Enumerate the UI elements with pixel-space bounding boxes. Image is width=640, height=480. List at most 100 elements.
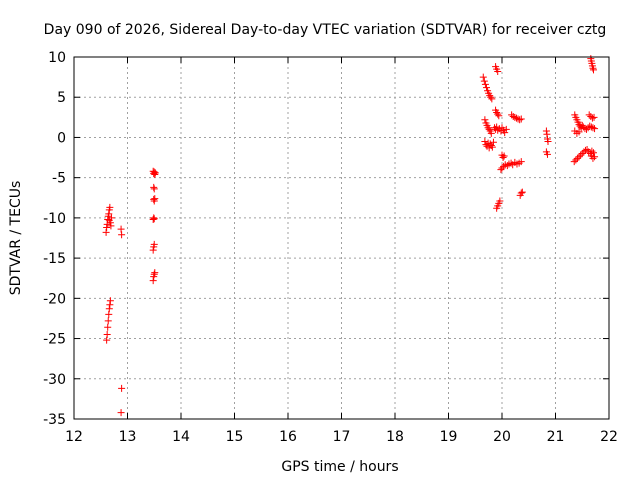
data-point-marker [516,116,524,124]
data-point-marker [517,189,525,197]
chart-title: Day 090 of 2026, Sidereal Day-to-day VTE… [44,22,607,38]
data-point-marker [117,225,125,233]
data-point-marker [149,277,157,285]
data-point-marker [511,113,519,121]
data-point-marker [577,151,585,159]
data-point-marker [578,150,586,158]
data-point-marker [149,215,157,223]
data-point-marker [118,231,126,239]
data-point-marker [499,154,507,162]
x-tick-label: 13 [119,429,137,445]
x-tick-label: 14 [172,429,190,445]
data-point-marker [481,116,489,124]
data-point-marker [107,222,115,230]
y-tick-label: -20 [43,291,66,307]
data-point-marker [586,122,594,130]
data-point-marker [150,195,158,203]
x-tick-label: 18 [386,429,404,445]
x-tick-label: 16 [279,429,297,445]
data-point-marker [487,129,495,137]
data-point-marker [500,152,508,160]
data-point-marker [151,170,159,178]
x-tick-label: 17 [333,429,351,445]
data-point-marker [496,197,504,205]
data-point-marker [151,195,159,203]
y-tick-label: -5 [52,171,66,187]
data-point-marker [518,188,526,196]
data-point-marker [543,130,551,138]
data-point-marker [106,219,114,227]
data-point-marker [105,210,113,218]
data-point-marker [150,215,158,223]
data-point-marker [150,240,158,248]
data-point-marker [590,113,598,121]
data-point-marker [544,137,552,145]
data-point-marker [581,125,589,133]
data-point-marker [589,66,597,74]
data-point-marker [570,158,578,166]
x-tick-label: 12 [65,429,83,445]
data-points [102,55,599,417]
data-point-marker [104,317,112,325]
x-tick-label: 20 [493,429,511,445]
data-point-marker [591,125,599,133]
data-point-marker [105,305,113,313]
data-point-marker [587,123,595,131]
plot-frame [73,56,610,420]
data-point-marker [507,159,515,167]
data-point-marker [488,95,496,103]
data-point-marker [480,77,488,85]
y-tick-label: -35 [43,412,66,428]
data-point-marker [589,154,597,162]
data-point-marker [102,228,110,236]
y-tick-label: -25 [43,332,66,348]
data-point-marker [498,164,506,172]
y-tick-label: 10 [48,50,66,66]
data-point-marker [501,129,509,137]
data-point-marker [509,113,517,121]
data-point-marker [150,183,158,191]
data-point-marker [103,220,111,228]
data-point-marker [488,143,496,151]
data-point-marker [589,64,597,72]
x-tick-label: 19 [440,429,458,445]
data-point-marker [106,301,114,309]
data-point-marker [575,128,583,136]
data-point-marker [585,111,593,119]
data-point-marker [587,113,595,121]
data-point-marker [502,125,510,133]
data-point-marker [150,270,158,278]
y-tick-label: 0 [57,130,66,146]
data-point-marker [107,214,115,222]
data-point-marker [494,126,502,134]
data-point-marker [105,310,113,318]
x-axis-label: GPS time / hours [281,459,398,475]
data-point-marker [572,156,580,164]
data-point-marker [581,146,589,154]
grid-lines [74,57,609,419]
data-point-marker [589,124,597,132]
data-point-marker [500,162,508,170]
y-tick-label: 5 [57,90,66,106]
data-point-marker [481,80,489,88]
data-point-marker [103,336,111,344]
data-point-marker [150,185,158,193]
y-tick-labels: 10 5 0 -5 -10 -15 -20 -25 -30 -35 [43,50,66,428]
data-point-marker [591,153,599,161]
data-point-marker [588,114,596,122]
data-point-marker [495,112,503,120]
data-point-marker [481,137,489,145]
data-point-marker [104,323,112,331]
data-point-marker [103,224,111,232]
data-point-marker [503,162,511,170]
data-point-marker [103,331,111,339]
data-point-marker [151,169,159,177]
data-point-marker [512,114,520,122]
data-point-marker [487,93,495,101]
data-point-marker [106,297,114,305]
data-point-marker [489,138,497,146]
data-point-marker [151,269,159,277]
data-point-marker [583,125,591,133]
y-tick-label: -15 [43,251,66,267]
